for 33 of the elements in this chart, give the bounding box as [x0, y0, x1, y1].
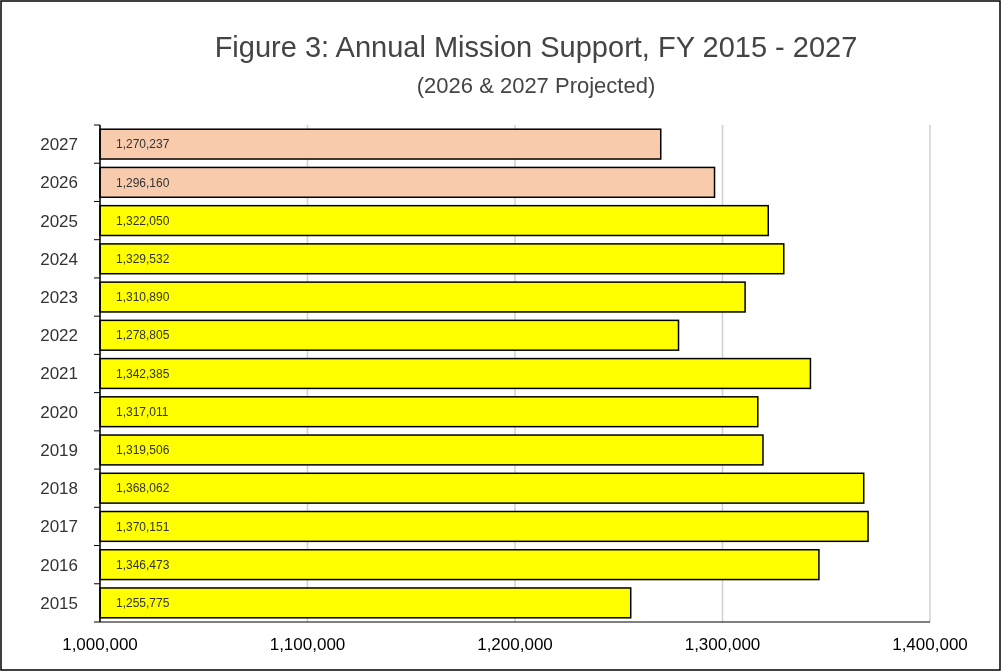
data-label: 1,278,805: [116, 328, 170, 343]
y-tick-label: 2019: [40, 440, 78, 460]
data-label: 1,329,532: [116, 252, 170, 267]
y-tick-label: 2024: [40, 249, 78, 269]
chart-subtitle: (2026 & 2027 Projected): [416, 73, 656, 98]
data-label: 1,319,506: [116, 443, 170, 458]
data-label: 1,342,385: [116, 366, 170, 381]
y-tick-label: 2016: [40, 555, 78, 575]
y-tick-label: 2023: [40, 287, 78, 307]
y-tick-label: 2025: [40, 211, 78, 231]
x-tick-label: 1,000,000: [62, 635, 138, 654]
y-tick-label: 2017: [40, 517, 78, 537]
data-label: 1,270,237: [116, 137, 170, 152]
x-tick-label: 1,100,000: [269, 635, 346, 654]
data-label: 1,370,151: [116, 519, 170, 534]
data-label: 1,317,011: [116, 404, 169, 419]
y-tick-label: 2020: [40, 402, 78, 422]
data-label: 1,322,050: [116, 213, 170, 228]
y-tick-label: 2015: [40, 593, 78, 613]
x-tick-label: 1,200,000: [477, 635, 553, 654]
y-tick-label: 2022: [40, 326, 78, 346]
data-label: 1,296,160: [116, 175, 170, 190]
y-tick-label: 2021: [40, 364, 78, 384]
chart-title: Figure 3: Annual Mission Support, FY 2015 - 2027: [214, 31, 858, 63]
y-tick-label: 2027: [40, 135, 78, 155]
data-label: 1,255,775: [116, 596, 170, 611]
data-label: 1,346,473: [116, 557, 170, 572]
x-tick-label: 1,400,000: [892, 635, 968, 654]
data-label: 1,310,890: [116, 290, 170, 305]
data-label: 1,368,062: [116, 481, 170, 496]
y-tick-label: 2026: [40, 173, 78, 193]
y-tick-label: 2018: [40, 479, 78, 499]
x-tick-label: 1,300,000: [684, 635, 761, 654]
